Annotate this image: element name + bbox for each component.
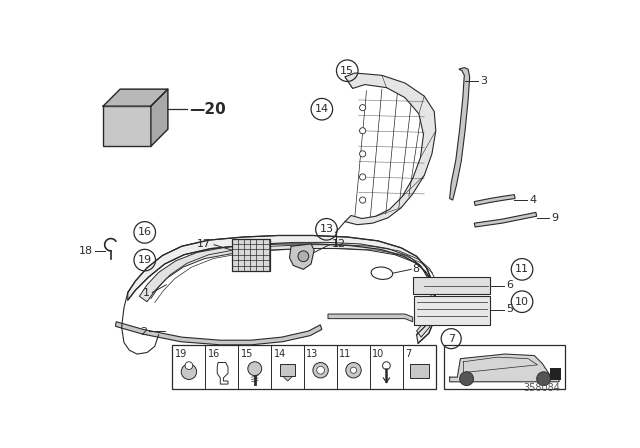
Bar: [103, 106, 151, 146]
Polygon shape: [328, 314, 413, 322]
Polygon shape: [289, 244, 314, 269]
Text: 15: 15: [241, 349, 253, 359]
Text: 9: 9: [551, 213, 559, 223]
Text: 10: 10: [515, 297, 529, 307]
Polygon shape: [283, 376, 292, 381]
Text: —20: —20: [189, 102, 226, 116]
Text: 13: 13: [319, 224, 333, 234]
Circle shape: [383, 362, 390, 370]
Circle shape: [185, 362, 193, 370]
Polygon shape: [474, 195, 515, 206]
Bar: [410, 364, 429, 378]
Text: 19: 19: [175, 349, 187, 359]
Circle shape: [313, 362, 328, 378]
Polygon shape: [103, 89, 168, 106]
Text: 18: 18: [79, 246, 93, 256]
Text: 14: 14: [273, 349, 286, 359]
Circle shape: [346, 362, 361, 378]
Text: 1: 1: [143, 288, 150, 298]
Polygon shape: [450, 68, 470, 200]
Circle shape: [360, 128, 365, 134]
Polygon shape: [345, 73, 436, 225]
Text: 10: 10: [372, 349, 385, 359]
Ellipse shape: [371, 267, 393, 280]
Text: 16: 16: [208, 349, 220, 359]
Text: 6: 6: [506, 280, 513, 290]
Text: 14: 14: [315, 104, 329, 114]
Bar: [550, 368, 561, 380]
Text: 16: 16: [138, 228, 152, 237]
Text: 13: 13: [307, 349, 319, 359]
Bar: [280, 364, 296, 376]
Bar: [444, 345, 565, 389]
Circle shape: [360, 104, 365, 111]
Polygon shape: [450, 354, 559, 382]
Text: 4: 4: [529, 195, 536, 205]
Circle shape: [360, 197, 365, 203]
Text: 2: 2: [140, 327, 147, 337]
Bar: [414, 296, 490, 325]
Circle shape: [360, 174, 365, 180]
Text: 19: 19: [138, 255, 152, 265]
Text: 11: 11: [515, 264, 529, 274]
Polygon shape: [140, 242, 436, 337]
Circle shape: [537, 372, 550, 386]
Circle shape: [460, 372, 474, 386]
Circle shape: [298, 251, 308, 262]
Text: 3: 3: [481, 76, 488, 86]
Text: 12: 12: [332, 239, 346, 249]
Text: 11: 11: [339, 349, 351, 359]
Circle shape: [181, 364, 196, 379]
Circle shape: [351, 367, 356, 373]
Bar: [232, 238, 270, 271]
Circle shape: [317, 366, 324, 374]
Text: 8: 8: [413, 263, 420, 274]
Polygon shape: [151, 89, 168, 146]
Circle shape: [360, 151, 365, 157]
Text: 7: 7: [447, 334, 455, 344]
Polygon shape: [217, 362, 228, 384]
Circle shape: [248, 362, 262, 375]
Text: 15: 15: [340, 66, 355, 76]
Bar: [413, 277, 490, 294]
Bar: [172, 345, 436, 389]
Text: 5: 5: [506, 304, 513, 314]
Polygon shape: [474, 212, 537, 227]
Text: 358084: 358084: [524, 383, 561, 392]
Polygon shape: [115, 322, 322, 345]
Polygon shape: [128, 236, 436, 343]
Text: 17: 17: [197, 239, 211, 249]
Text: 7: 7: [405, 349, 412, 359]
